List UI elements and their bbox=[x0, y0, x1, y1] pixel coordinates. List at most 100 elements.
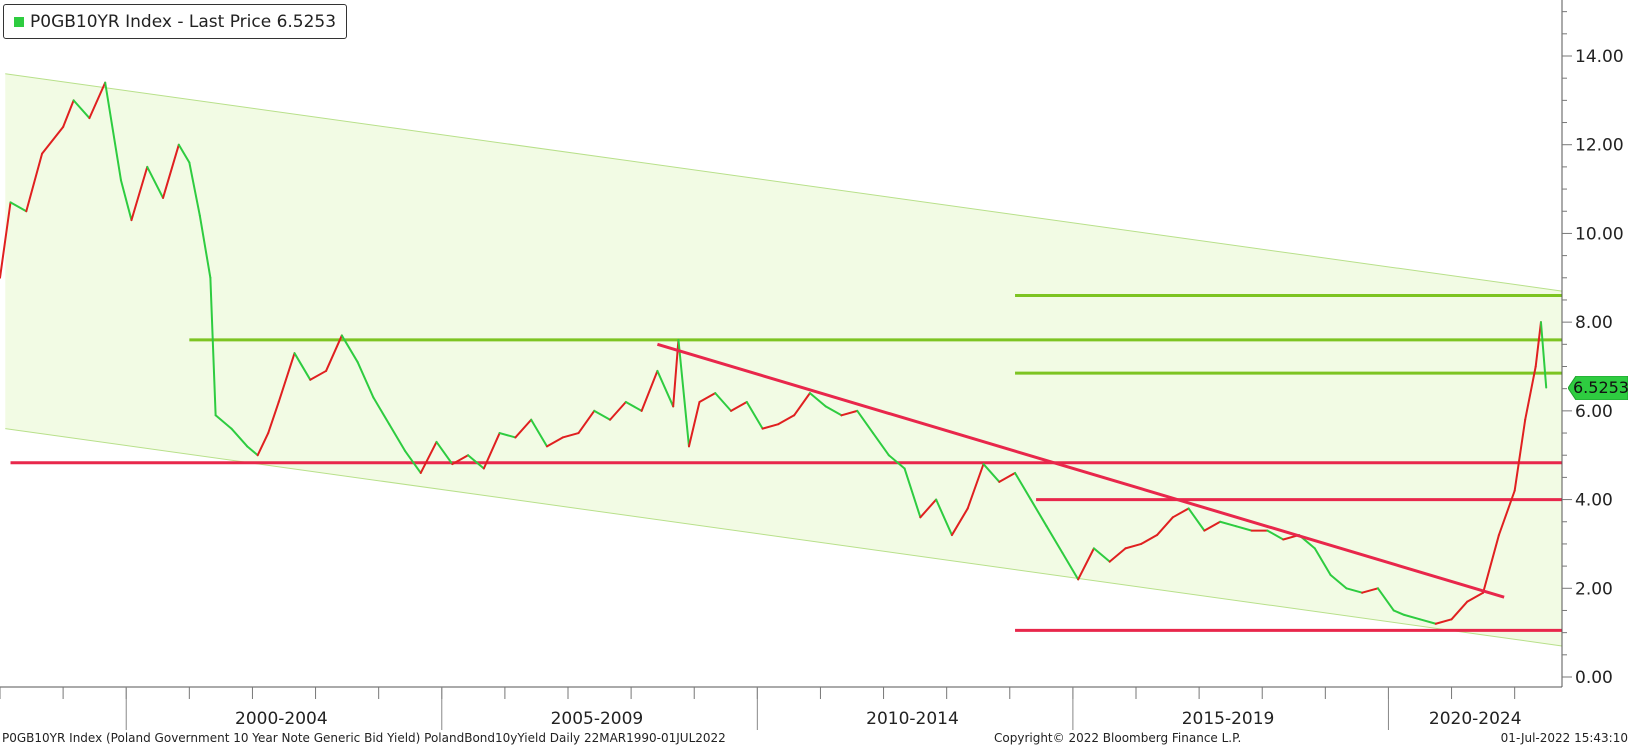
price-segment bbox=[177, 143, 191, 164]
price-segment bbox=[1450, 600, 1469, 621]
footer-copyright: Copyright© 2022 Bloomberg Finance L.P. bbox=[994, 731, 1242, 745]
price-segment bbox=[130, 165, 149, 222]
price-segment bbox=[824, 405, 843, 417]
price-segment bbox=[1029, 498, 1048, 528]
last-price-marker bbox=[1568, 375, 1628, 400]
price-segment bbox=[887, 454, 906, 470]
price-segment bbox=[1124, 542, 1143, 550]
price-segment bbox=[656, 369, 675, 408]
price-segment bbox=[62, 99, 75, 128]
price-segment bbox=[72, 99, 91, 120]
price-segment bbox=[545, 436, 564, 448]
price-segment bbox=[1329, 573, 1348, 590]
price-segment bbox=[919, 498, 938, 519]
x-period-label: 2010-2014 bbox=[866, 709, 959, 729]
price-segment bbox=[498, 432, 517, 439]
price-segment bbox=[872, 432, 890, 457]
price-segment bbox=[1403, 613, 1421, 621]
price-segment bbox=[119, 179, 133, 222]
price-segment bbox=[25, 152, 44, 213]
price-segment bbox=[1345, 587, 1364, 594]
footer-timestamp: 01-Jul-2022 15:43:10 bbox=[1500, 731, 1628, 745]
last-price-label: 6.5253 bbox=[1573, 377, 1629, 397]
price-segment bbox=[1219, 520, 1237, 528]
price-segment bbox=[1108, 547, 1127, 563]
price-segment bbox=[1234, 525, 1253, 532]
price-segment bbox=[146, 165, 165, 199]
channel-lower-edge bbox=[5, 428, 1563, 647]
y-tick-label: 6.00 bbox=[1575, 402, 1613, 422]
price-segment bbox=[162, 143, 180, 199]
price-segment bbox=[677, 338, 690, 448]
price-segment bbox=[88, 81, 107, 120]
price-segment bbox=[761, 423, 780, 430]
price-segment bbox=[1534, 321, 1542, 368]
channel-fill bbox=[5, 73, 1562, 646]
y-tick-label: 8.00 bbox=[1575, 313, 1613, 333]
price-segment bbox=[1077, 547, 1095, 581]
price-segment bbox=[1513, 418, 1527, 492]
price-segment bbox=[1466, 591, 1485, 603]
price-segment bbox=[1140, 534, 1159, 545]
price-segment bbox=[1313, 547, 1332, 576]
y-tick-label: 2.00 bbox=[1575, 579, 1613, 599]
x-axis: 2000-2004 2005-2009 2010-2014 2015-2019 2020… bbox=[0, 686, 1562, 730]
price-segment bbox=[419, 440, 438, 474]
price-segment bbox=[903, 467, 922, 519]
price-segment bbox=[388, 423, 406, 452]
price-segment bbox=[777, 414, 796, 426]
price-segment bbox=[1497, 489, 1516, 537]
price-segment bbox=[435, 440, 454, 466]
price-segment bbox=[267, 400, 280, 435]
price-segment bbox=[1266, 529, 1285, 541]
price-segment bbox=[340, 334, 359, 364]
price-segment bbox=[714, 392, 733, 412]
trend-channel bbox=[5, 73, 1563, 647]
price-segment bbox=[198, 214, 212, 279]
price-segment bbox=[41, 125, 65, 155]
price-segment bbox=[998, 471, 1017, 483]
price-segment bbox=[808, 392, 827, 408]
price-segment bbox=[104, 81, 122, 182]
price-segment bbox=[1361, 587, 1379, 594]
price-segment bbox=[1392, 609, 1406, 616]
price-segment bbox=[1014, 471, 1032, 501]
price-segment bbox=[1203, 520, 1222, 532]
legend-label: P0GB10YR Index - Last Price 6.5253 bbox=[30, 11, 337, 32]
price-segment bbox=[0, 201, 12, 279]
price-segment bbox=[325, 334, 343, 372]
horizontal-levels bbox=[10, 294, 1562, 632]
price-segment bbox=[1092, 547, 1111, 563]
price-segment bbox=[793, 392, 811, 417]
x-period-label: 2005-2009 bbox=[551, 709, 644, 729]
price-segment bbox=[256, 432, 270, 457]
price-segment bbox=[467, 454, 485, 470]
price-segment bbox=[1045, 525, 1064, 554]
price-segment bbox=[698, 392, 717, 403]
trendline-line bbox=[656, 342, 1505, 599]
y-axis: 0.00 2.00 4.00 6.00 8.00 10.00 12.00 14.00 bbox=[1561, 0, 1624, 688]
price-segment bbox=[9, 201, 28, 213]
channel-upper-edge bbox=[5, 73, 1563, 292]
price-segment bbox=[624, 400, 643, 412]
price-segment bbox=[356, 361, 375, 399]
price-segment bbox=[593, 409, 612, 421]
price-segment bbox=[856, 409, 875, 435]
price-segment bbox=[609, 400, 627, 421]
price-segment bbox=[1482, 534, 1500, 594]
price-segment bbox=[1156, 516, 1174, 537]
x-period-label: 2000-2004 bbox=[235, 709, 328, 729]
price-segment bbox=[1171, 507, 1190, 519]
price-segment bbox=[1434, 618, 1453, 625]
price-segment bbox=[982, 463, 1001, 483]
price-segment bbox=[514, 418, 533, 439]
price-segment bbox=[188, 161, 201, 217]
price-series bbox=[0, 81, 1548, 625]
price-segment bbox=[403, 449, 422, 474]
legend[interactable]: P0GB10YR Index - Last Price 6.5253 bbox=[3, 4, 348, 39]
y-tick-label: 10.00 bbox=[1575, 224, 1624, 244]
price-segment bbox=[1061, 551, 1080, 581]
price-segment bbox=[745, 400, 764, 430]
price-segment bbox=[1524, 365, 1537, 421]
